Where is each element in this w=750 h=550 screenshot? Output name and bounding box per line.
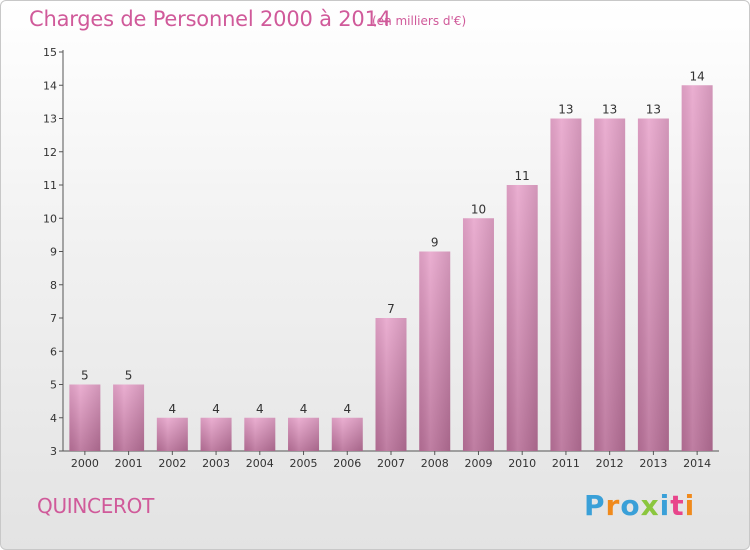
bar-value-label: 13 <box>646 103 661 117</box>
bars <box>69 85 713 451</box>
y-tick-label: 3 <box>50 445 57 458</box>
y-tick-label: 13 <box>43 113 57 126</box>
x-tick-label: 2012 <box>596 457 624 470</box>
logo-letter: t <box>670 489 685 522</box>
x-tick-label: 2010 <box>508 457 536 470</box>
bar-value-label: 4 <box>212 402 220 416</box>
bar-shade <box>681 85 713 451</box>
x-tick-label: 2008 <box>421 457 449 470</box>
bar-value-label: 7 <box>387 302 395 316</box>
bar-value-label: 5 <box>81 369 89 383</box>
logo-letter: P <box>584 489 606 522</box>
y-tick-label: 5 <box>50 379 57 392</box>
y-tick-label: 12 <box>43 146 57 159</box>
bar-shade <box>462 218 494 451</box>
bar-value-label: 4 <box>256 402 264 416</box>
y-tick-label: 7 <box>50 312 57 325</box>
x-tick-label: 2004 <box>246 457 274 470</box>
bar-shade <box>550 118 582 451</box>
y-tick-label: 6 <box>50 345 57 358</box>
y-tick-label: 8 <box>50 279 57 292</box>
bar-value-label: 13 <box>558 103 573 117</box>
x-tick-label: 2001 <box>115 457 143 470</box>
y-tick-label: 10 <box>43 212 57 225</box>
x-tick-label: 2005 <box>290 457 318 470</box>
logo-letter: i <box>659 489 671 522</box>
y-tick-label: 4 <box>50 412 57 425</box>
bar-shade <box>288 417 320 451</box>
bar-shade <box>506 185 538 451</box>
logo-letter: x <box>640 489 660 522</box>
bar-value-label: 14 <box>689 69 704 83</box>
y-tick-label: 15 <box>43 46 57 59</box>
bar-shade <box>637 118 669 451</box>
y-tick-label: 9 <box>50 246 57 259</box>
y-tick-label: 11 <box>43 179 57 192</box>
x-tick-label: 2009 <box>464 457 492 470</box>
bar-shade <box>69 384 101 451</box>
bar-value-label: 11 <box>515 169 530 183</box>
proxiti-logo[interactable]: Proxiti <box>584 489 695 522</box>
bar-shade <box>200 417 232 451</box>
x-tick-label: 2000 <box>71 457 99 470</box>
x-tick-label: 2002 <box>158 457 186 470</box>
logo-letter: o <box>620 489 641 522</box>
logo-letter: i <box>684 489 696 522</box>
x-tick-label: 2006 <box>333 457 361 470</box>
x-tick-label: 2003 <box>202 457 230 470</box>
bar-value-label: 9 <box>431 236 439 250</box>
bar-value-label: 4 <box>343 402 351 416</box>
x-tick-label: 2013 <box>639 457 667 470</box>
bar-value-label: 10 <box>471 202 486 216</box>
bar-shade <box>375 318 407 451</box>
y-tick-label: 14 <box>43 79 57 92</box>
bar-value-label: 4 <box>300 402 308 416</box>
bar-shade <box>594 118 626 451</box>
bar-shade <box>244 417 276 451</box>
x-tick-label: 2011 <box>552 457 580 470</box>
bar-shade <box>419 251 451 451</box>
chart-title: Charges de Personnel 2000 à 2014 <box>29 7 391 31</box>
bar-value-label: 4 <box>169 402 177 416</box>
bar-value-label: 5 <box>125 369 133 383</box>
logo-letter: r <box>605 489 621 522</box>
x-tick-label: 2014 <box>683 457 711 470</box>
unit-note: (en milliers d'€) <box>372 14 467 28</box>
bar-shade <box>113 384 145 451</box>
bar-shade <box>156 417 188 451</box>
axes: 3 4 5 6 7 8 9 10 11 12 13 14 15 2000 2001 2002 2003 2004 2… <box>43 46 719 470</box>
x-tick-label: 2007 <box>377 457 405 470</box>
commune-name: QUINCEROT <box>37 494 154 518</box>
value-labels: 5 5 4 4 4 4 4 7 9 10 11 13 13 13 14 <box>81 69 705 416</box>
bar-value-label: 13 <box>602 103 617 117</box>
bar-shade <box>331 417 363 451</box>
